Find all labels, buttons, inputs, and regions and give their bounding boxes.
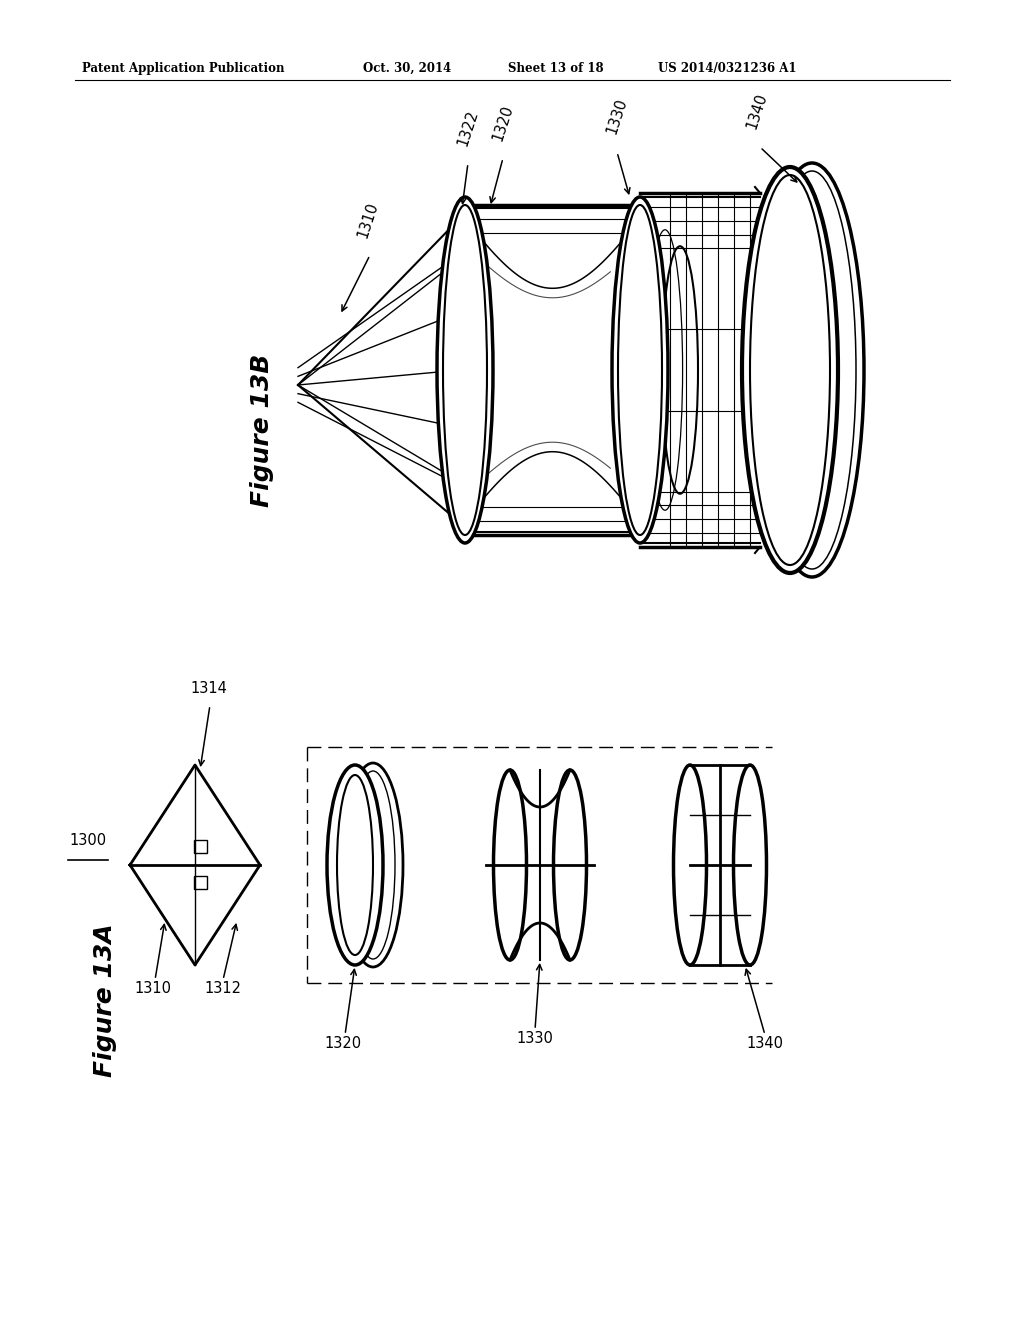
Ellipse shape <box>437 197 493 543</box>
Text: 1312: 1312 <box>205 981 242 997</box>
Text: Patent Application Publication: Patent Application Publication <box>82 62 285 75</box>
Text: 1310: 1310 <box>134 981 171 997</box>
Text: 1330: 1330 <box>604 96 630 136</box>
Text: 1314: 1314 <box>190 681 227 696</box>
Bar <box>194 840 207 853</box>
Text: 1320: 1320 <box>490 103 516 143</box>
Ellipse shape <box>337 775 373 954</box>
Text: 1310: 1310 <box>355 201 381 240</box>
Ellipse shape <box>674 766 707 965</box>
Ellipse shape <box>554 770 587 960</box>
Text: Sheet 13 of 18: Sheet 13 of 18 <box>508 62 603 75</box>
Text: 1322: 1322 <box>455 108 481 148</box>
Text: Oct. 30, 2014: Oct. 30, 2014 <box>362 62 452 75</box>
Text: Figure 13B: Figure 13B <box>250 354 274 507</box>
Ellipse shape <box>742 168 838 573</box>
Text: US 2014/0321236 A1: US 2014/0321236 A1 <box>658 62 797 75</box>
Ellipse shape <box>327 766 383 965</box>
Ellipse shape <box>494 770 526 960</box>
Text: 1340: 1340 <box>746 1036 783 1051</box>
Text: 1300: 1300 <box>70 833 106 847</box>
Ellipse shape <box>612 197 668 543</box>
Text: 1340: 1340 <box>744 91 770 131</box>
Text: 1320: 1320 <box>325 1036 361 1051</box>
Text: 1330: 1330 <box>516 1031 553 1045</box>
Ellipse shape <box>443 205 487 535</box>
Text: Figure 13A: Figure 13A <box>93 923 117 1077</box>
Ellipse shape <box>760 162 864 577</box>
Bar <box>194 876 207 888</box>
Ellipse shape <box>618 205 662 535</box>
Ellipse shape <box>343 763 403 968</box>
Ellipse shape <box>750 176 830 565</box>
Ellipse shape <box>733 766 767 965</box>
